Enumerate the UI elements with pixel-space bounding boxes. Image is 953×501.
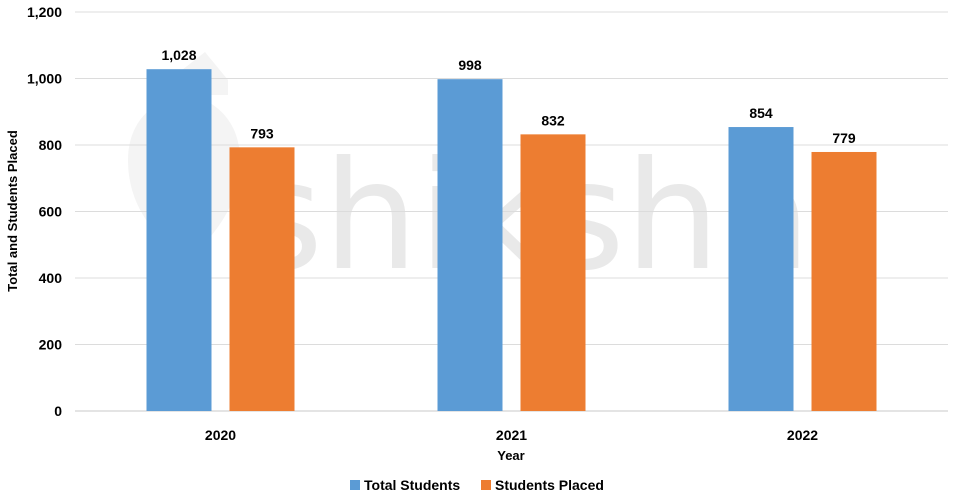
- y-axis-tick-labels: 0 200 400 600 800 1,000 1,200: [27, 4, 62, 419]
- y-tick-label: 1,000: [27, 71, 62, 87]
- y-tick-label: 800: [39, 137, 63, 153]
- bars: [146, 69, 877, 412]
- bar-students-placed-2022: [811, 151, 877, 412]
- data-label: 779: [832, 130, 856, 146]
- bar-total-students-2020: [146, 69, 212, 411]
- y-axis-title: Total and Students Placed: [5, 130, 20, 292]
- y-tick-label: 600: [39, 204, 63, 220]
- data-label: 854: [749, 105, 773, 121]
- legend-label: Total Students: [364, 477, 460, 493]
- y-tick-label: 1,200: [27, 4, 62, 20]
- legend-label: Students Placed: [495, 477, 604, 493]
- y-tick-label: 0: [54, 403, 62, 419]
- x-tick-label: 2022: [787, 427, 818, 443]
- legend-swatch: [350, 480, 360, 490]
- bar-total-students-2021: [437, 79, 503, 411]
- data-label: 1,028: [161, 47, 196, 63]
- x-tick-label: 2021: [496, 427, 527, 443]
- x-axis-title: Year: [497, 448, 524, 463]
- data-label: 832: [541, 112, 565, 128]
- bar-students-placed-2021: [520, 134, 586, 412]
- data-label: 793: [250, 125, 274, 141]
- legend: Total Students Students Placed: [350, 477, 604, 493]
- bar-students-placed-2020: [229, 147, 295, 411]
- y-tick-label: 200: [39, 337, 63, 353]
- data-label: 998: [458, 57, 482, 73]
- y-tick-label: 400: [39, 270, 63, 286]
- legend-swatch: [481, 480, 491, 490]
- x-tick-label: 2020: [205, 427, 236, 443]
- data-labels: 1,028 793 998 832 854 779: [161, 47, 855, 146]
- x-axis-tick-labels: 2020 2021 2022: [205, 427, 818, 443]
- bar-total-students-2022: [728, 127, 794, 412]
- gridlines: [75, 11, 948, 412]
